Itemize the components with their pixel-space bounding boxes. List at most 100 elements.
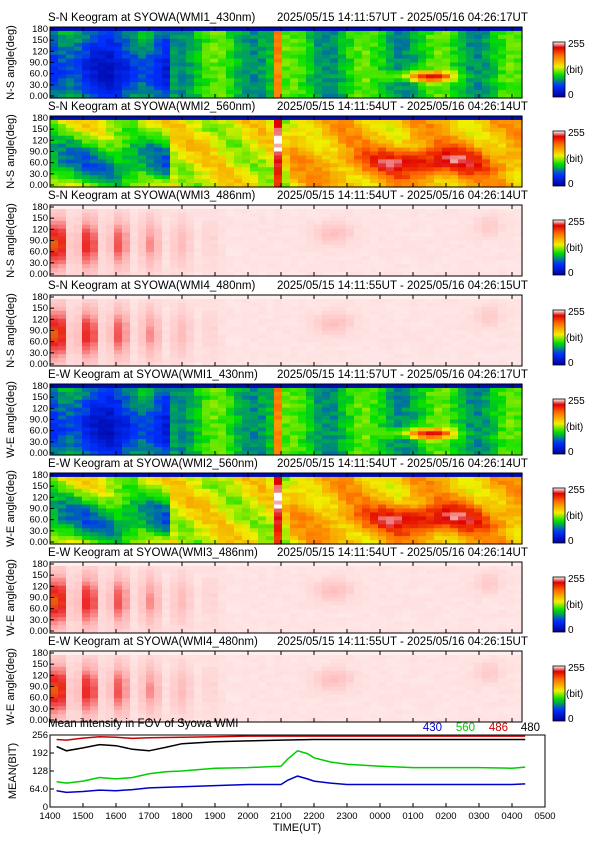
heatmap-cell bbox=[242, 183, 251, 188]
heatmap-cell bbox=[194, 346, 203, 351]
heatmap-cell bbox=[154, 451, 163, 456]
heatmap-cell bbox=[274, 228, 283, 234]
heatmap-cell bbox=[314, 220, 323, 226]
heatmap-cell bbox=[426, 302, 435, 308]
heatmap-cell bbox=[66, 179, 75, 184]
heatmap-cell bbox=[138, 27, 147, 32]
heatmap-cell bbox=[306, 171, 315, 176]
heatmap-cell bbox=[442, 322, 451, 328]
heatmap-cell bbox=[234, 338, 243, 343]
heatmap-cell bbox=[226, 131, 235, 137]
heatmap-cell bbox=[162, 295, 171, 300]
heatmap-cell bbox=[450, 147, 459, 153]
heatmap-cell bbox=[50, 244, 59, 249]
heatmap-cell bbox=[394, 318, 403, 324]
heatmap-cell bbox=[58, 78, 67, 83]
heatmap-cell bbox=[154, 220, 163, 226]
heatmap-cell bbox=[386, 155, 395, 160]
heatmap-cell bbox=[74, 86, 83, 91]
heatmap-cell bbox=[122, 350, 131, 355]
heatmap-cell bbox=[162, 58, 171, 64]
heatmap-cell bbox=[450, 30, 459, 36]
heatmap-cell bbox=[274, 423, 283, 428]
heatmap-cell bbox=[218, 131, 227, 137]
heatmap-cell bbox=[370, 322, 379, 328]
heatmap-cell bbox=[458, 268, 467, 273]
heatmap-cell bbox=[314, 232, 323, 238]
heatmap-cell bbox=[498, 147, 507, 153]
heatmap-cell bbox=[346, 244, 355, 249]
heatmap-cell bbox=[314, 208, 323, 214]
heatmap-cell bbox=[218, 354, 227, 359]
heatmap-cell bbox=[226, 439, 235, 444]
heatmap-cell bbox=[298, 350, 307, 355]
heatmap-cell bbox=[250, 346, 259, 351]
heatmap-cell bbox=[138, 362, 147, 367]
heatmap-cell bbox=[338, 131, 347, 137]
heatmap-cell bbox=[410, 326, 419, 332]
heatmap-cell bbox=[218, 362, 227, 367]
heatmap-cell bbox=[82, 302, 91, 308]
heatmap-cell bbox=[186, 232, 195, 238]
heatmap-cell bbox=[394, 346, 403, 351]
heatmap-cell bbox=[98, 350, 107, 355]
heatmap-cell bbox=[442, 302, 451, 308]
heatmap-cell bbox=[362, 46, 371, 52]
heatmap-cell bbox=[234, 175, 243, 180]
heatmap-cell bbox=[138, 205, 147, 210]
heatmap-cell bbox=[498, 159, 507, 164]
heatmap-cell bbox=[202, 42, 211, 48]
heatmap-cell bbox=[66, 334, 75, 339]
heatmap-cell bbox=[442, 119, 451, 125]
heatmap-cell bbox=[90, 46, 99, 52]
heatmap-cell bbox=[514, 179, 523, 184]
heatmap-cell bbox=[370, 74, 379, 79]
heatmap-cell bbox=[370, 232, 379, 238]
heatmap-cell bbox=[178, 407, 187, 413]
heatmap-cell bbox=[138, 298, 147, 304]
heatmap-cell bbox=[66, 123, 75, 129]
heatmap-cell bbox=[114, 451, 123, 456]
heatmap-cell bbox=[162, 314, 171, 320]
heatmap-cell bbox=[514, 163, 523, 168]
heatmap-cell bbox=[114, 264, 123, 269]
heatmap-cell bbox=[138, 70, 147, 75]
heatmap-cell bbox=[410, 306, 419, 312]
heatmap-cell bbox=[506, 54, 515, 60]
heatmap-cell bbox=[498, 318, 507, 324]
heatmap-cell bbox=[514, 131, 523, 137]
heatmap-cell bbox=[370, 147, 379, 153]
heatmap-cell bbox=[490, 248, 499, 253]
heatmap-cell bbox=[426, 155, 435, 160]
heatmap-cell bbox=[226, 175, 235, 180]
heatmap-cell bbox=[394, 264, 403, 269]
heatmap-cell bbox=[90, 399, 99, 405]
heatmap-cell bbox=[506, 155, 515, 160]
heatmap-cell bbox=[266, 330, 275, 336]
heatmap-cell bbox=[242, 155, 251, 160]
colorbar bbox=[552, 219, 566, 276]
heatmap-cell bbox=[410, 74, 419, 79]
heatmap-cell bbox=[242, 358, 251, 363]
heatmap-cell bbox=[74, 435, 83, 440]
heatmap-cell bbox=[458, 143, 467, 149]
heatmap-cell bbox=[282, 175, 291, 180]
heatmap-cell bbox=[146, 94, 155, 99]
heatmap-cell bbox=[162, 236, 171, 242]
heatmap-cell bbox=[226, 244, 235, 249]
heatmap-cell bbox=[170, 451, 179, 456]
heatmap-cell bbox=[274, 268, 283, 273]
heatmap-cell bbox=[514, 322, 523, 328]
heatmap-cell bbox=[170, 228, 179, 234]
heatmap-cell bbox=[402, 27, 411, 32]
heatmap-cell bbox=[394, 175, 403, 180]
heatmap-cell bbox=[234, 427, 243, 432]
heatmap-cell bbox=[458, 123, 467, 129]
heatmap-cell bbox=[314, 135, 323, 141]
heatmap-cell bbox=[82, 318, 91, 324]
heatmap-cell bbox=[82, 159, 91, 164]
heatmap-cell bbox=[482, 131, 491, 137]
heatmap-cell bbox=[290, 232, 299, 238]
heatmap-cell bbox=[210, 212, 219, 218]
heatmap-cell bbox=[154, 334, 163, 339]
